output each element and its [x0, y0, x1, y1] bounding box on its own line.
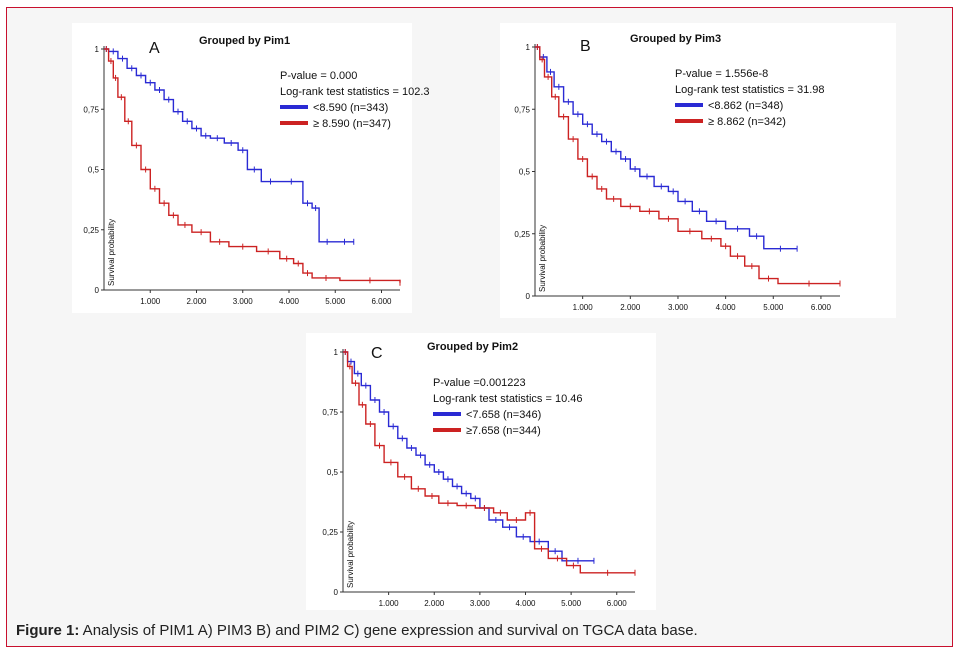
y-tick-label: 0 [526, 292, 531, 301]
caption-label: Figure 1: [16, 622, 80, 639]
logrank-text: Log-rank test statistics = 10.46 [433, 393, 583, 405]
logrank-text: Log-rank test statistics = 31.98 [675, 84, 825, 96]
x-tick-label: 6.000 [811, 303, 832, 312]
caption-text: Analysis of PIM1 A) PIM3 B) and PIM2 C) … [79, 622, 698, 639]
panel-letter: B [580, 38, 591, 55]
y-axis-label: Survival probability [346, 521, 355, 588]
y-tick-label: 0,5 [327, 468, 339, 477]
chart-panel-b: 0 0,25 0,5 0,75 1 1.000 2.000 3.000 4.000 5.000 6.… [500, 23, 896, 318]
y-axis-label: Survival probability [538, 225, 547, 292]
chart-panel-c: 0 0,25 0,5 0,75 1 1.000 2.000 3.000 4.000 5.000 6.… [306, 333, 656, 610]
legend-label: <8.862 (n=348) [708, 100, 783, 112]
legend-label: ≥ 8.862 (n=342) [708, 116, 786, 128]
panel-letter: C [371, 345, 383, 362]
y-tick-label: 0,75 [83, 105, 99, 114]
x-tick-label: 5.000 [325, 297, 346, 306]
x-tick-label: 6.000 [607, 599, 628, 608]
p-value-text: P-value =0.001223 [433, 377, 526, 389]
x-tick-label: 4.000 [515, 599, 536, 608]
series-line-high [104, 48, 401, 283]
x-tick-label: 4.000 [716, 303, 737, 312]
x-tick-label: 4.000 [279, 297, 300, 306]
y-tick-label: 0,5 [88, 166, 100, 175]
y-tick-label: 0,75 [514, 105, 530, 114]
x-tick-label: 1.000 [140, 297, 161, 306]
x-tick-label: 2.000 [186, 297, 207, 306]
chart-title: Grouped by Pim1 [199, 35, 290, 47]
x-tick-label: 2.000 [620, 303, 641, 312]
legend-label: <8.590 (n=343) [313, 102, 388, 114]
figure-caption: Figure 1: Analysis of PIM1 A) PIM3 B) an… [16, 622, 946, 639]
x-tick-label: 6.000 [371, 297, 392, 306]
panel-letter: A [149, 40, 160, 57]
panel-background [72, 23, 412, 313]
p-value-text: P-value = 0.000 [280, 70, 357, 82]
y-tick-label: 0,25 [322, 528, 338, 537]
y-tick-label: 1 [334, 348, 339, 357]
y-tick-label: 0 [95, 286, 100, 295]
x-tick-label: 3.000 [668, 303, 689, 312]
logrank-text: Log-rank test statistics = 102.3 [280, 86, 430, 98]
y-tick-label: 1 [526, 43, 531, 52]
chart-title: Grouped by Pim2 [427, 341, 518, 353]
y-tick-label: 0 [334, 588, 339, 597]
legend-label: ≥ 8.590 (n=347) [313, 118, 391, 130]
x-tick-label: 5.000 [561, 599, 582, 608]
panel-background [500, 23, 896, 318]
legend-label: ≥7.658 (n=344) [466, 425, 541, 437]
y-tick-label: 0,5 [519, 168, 531, 177]
panel-background [306, 333, 656, 610]
chart-panel-a: 0 0,25 0,5 0,75 1 1.000 2.000 3.000 4.000 5.000 6.… [72, 23, 430, 313]
x-tick-label: 2.000 [424, 599, 445, 608]
y-axis-label: Survival probability [107, 219, 116, 286]
legend-label: <7.658 (n=346) [466, 409, 541, 421]
y-tick-label: 0,75 [322, 408, 338, 417]
y-tick-label: 1 [95, 45, 100, 54]
y-tick-label: 0,25 [83, 226, 99, 235]
y-tick-label: 0,25 [514, 230, 530, 239]
x-tick-label: 3.000 [470, 599, 491, 608]
x-tick-label: 1.000 [379, 599, 400, 608]
x-tick-label: 3.000 [233, 297, 254, 306]
p-value-text: P-value = 1.556e-8 [675, 68, 768, 80]
x-tick-label: 5.000 [763, 303, 784, 312]
chart-title: Grouped by Pim3 [630, 33, 721, 45]
x-tick-label: 1.000 [573, 303, 594, 312]
